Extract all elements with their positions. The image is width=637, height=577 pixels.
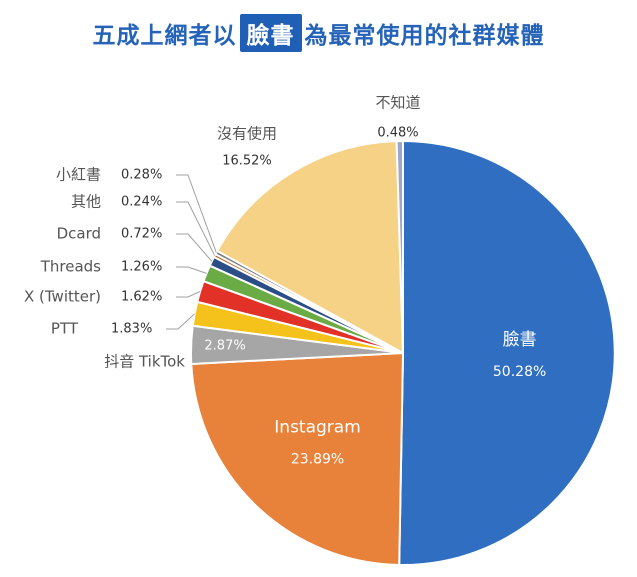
slice-8-value-label: 0.28% — [121, 168, 162, 183]
slice-5-value-label: 1.26% — [121, 260, 162, 275]
slice-4-leader-line — [176, 290, 201, 298]
slice-7-name-label: 其他 — [71, 193, 101, 211]
slice-1-value-label: 23.89% — [291, 451, 344, 467]
slice-2-value-label: 2.87% — [204, 339, 245, 354]
chart-title: 五成上網者以 臉書 為最常使用的社群媒體 — [0, 14, 637, 52]
slice-3-value-label: 1.83% — [111, 322, 152, 337]
pie-slice-0 — [398, 139, 616, 566]
slice-6-leader-line — [176, 233, 213, 262]
title-suffix: 為最常使用的社群媒體 — [304, 23, 545, 49]
slice-9-name-label: 沒有使用 — [217, 125, 277, 143]
slice-3-name-label: PTT — [51, 320, 79, 338]
slice-3-leader-line — [166, 313, 195, 330]
slice-4-name-label: X (Twitter) — [24, 288, 101, 306]
slice-4-value-label: 1.62% — [121, 290, 162, 305]
slice-8-name-label: 小紅書 — [56, 166, 101, 184]
pie-slice-9 — [215, 140, 405, 355]
slice-6-name-label: Dcard — [57, 225, 101, 243]
slice-1-name-label: Instagram — [274, 417, 361, 437]
title-highlight: 臉書 — [239, 14, 302, 52]
slice-10-name-label: 不知道 — [375, 94, 420, 112]
slice-7-value-label: 0.24% — [121, 195, 162, 210]
title-prefix: 五成上網者以 — [92, 23, 237, 49]
slice-10-value-label: 0.48% — [377, 126, 418, 141]
slice-5-name-label: Threads — [40, 258, 101, 276]
slice-0-name-label: 臉書 — [503, 330, 537, 350]
slice-2-name-label: 抖音 TikTok — [104, 353, 185, 371]
slice-8-leader-line — [176, 174, 217, 253]
slice-9-value-label: 16.52% — [222, 154, 272, 169]
pie-slice-1 — [190, 351, 405, 566]
pie-slice-10 — [395, 139, 404, 354]
slice-0-value-label: 50.28% — [493, 364, 546, 380]
slice-5-leader-line — [176, 266, 207, 274]
slice-6-value-label: 0.72% — [121, 227, 162, 242]
slice-7-leader-line — [176, 201, 216, 256]
